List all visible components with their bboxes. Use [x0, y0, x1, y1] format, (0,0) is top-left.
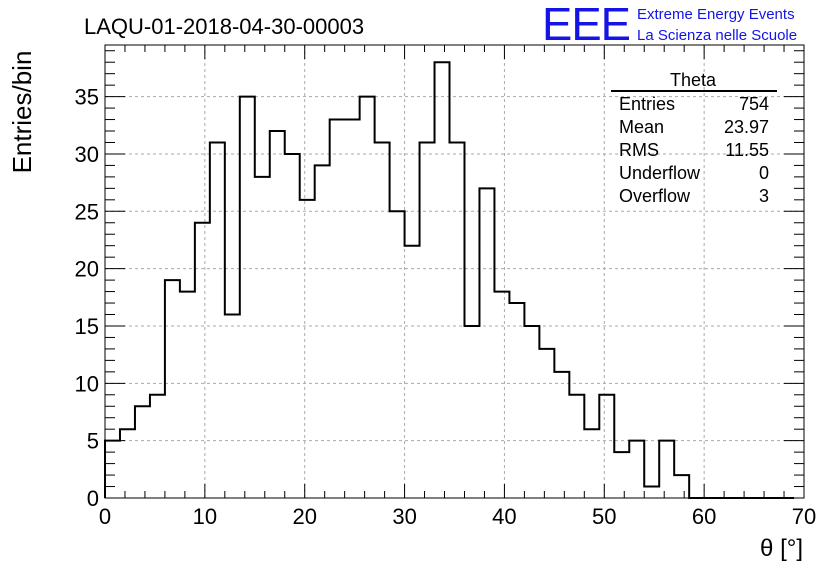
- x-axis-label: θ [°]: [760, 535, 803, 562]
- x-tick-label: 0: [99, 504, 111, 529]
- histogram-bin: [210, 142, 225, 498]
- histogram-bin: [330, 120, 345, 498]
- x-tick-label: 50: [592, 504, 616, 529]
- y-tick-label: 5: [87, 429, 99, 454]
- histogram-bin: [599, 395, 614, 498]
- plot-frame: [104, 44, 805, 499]
- histogram-bin: [150, 395, 165, 498]
- histogram-bin: [405, 246, 420, 498]
- histogram-bars: [105, 62, 689, 498]
- y-tick-label: 20: [75, 257, 99, 282]
- histogram-bin: [524, 326, 539, 498]
- histogram-bin: [584, 429, 599, 498]
- stats-label-overflow: Overflow: [619, 186, 691, 206]
- stats-label-rms: RMS: [619, 140, 659, 160]
- histogram-bin: [270, 131, 285, 498]
- histogram-bin: [554, 372, 569, 498]
- histogram-bin: [105, 441, 120, 498]
- x-tick-label: 40: [492, 504, 516, 529]
- y-tick-label: 0: [87, 486, 99, 511]
- histogram-bin: [420, 142, 435, 498]
- histogram-outline: [104, 61, 795, 499]
- histogram-bin: [659, 441, 674, 498]
- histogram-bin: [120, 429, 135, 498]
- histogram-bin: [360, 97, 375, 498]
- histogram-bin: [569, 395, 584, 498]
- stats-value-mean: 23.97: [724, 117, 769, 137]
- stats-value-overflow: 3: [759, 186, 769, 206]
- histogram-bin: [435, 62, 450, 498]
- histogram-bin: [375, 142, 390, 498]
- stats-label-underflow: Underflow: [619, 163, 701, 183]
- histogram-bin: [135, 406, 150, 498]
- x-tick-label: 70: [792, 504, 816, 529]
- y-tick-label: 25: [75, 199, 99, 224]
- histogram-bin: [674, 475, 689, 498]
- x-tick-label: 30: [392, 504, 416, 529]
- stats-value-underflow: 0: [759, 163, 769, 183]
- stats-title: Theta: [670, 70, 717, 90]
- logo-line-1: Extreme Energy Events: [637, 6, 795, 23]
- x-tick-label: 20: [292, 504, 316, 529]
- histogram-bin: [494, 292, 509, 498]
- histogram-bin: [390, 211, 405, 498]
- histogram-bin: [180, 292, 195, 498]
- histogram-bin: [629, 441, 644, 498]
- histogram-bin: [255, 177, 270, 498]
- x-tick-label: 10: [193, 504, 217, 529]
- histogram-bin: [450, 142, 465, 498]
- histogram-bin: [539, 349, 554, 498]
- y-axis-label: Entries/bin: [7, 51, 37, 174]
- histogram-bin: [614, 452, 629, 498]
- stats-value-rms: 11.55: [725, 140, 769, 160]
- histogram-bin: [464, 326, 479, 498]
- y-tick-label: 35: [75, 85, 99, 110]
- histogram-bin: [195, 223, 210, 498]
- histogram-bin: [165, 280, 180, 498]
- x-tick-label: 60: [692, 504, 716, 529]
- run-title: LAQU-01-2018-04-30-00003: [84, 14, 364, 39]
- histogram-bin: [225, 315, 240, 498]
- histogram-bin: [479, 188, 494, 498]
- histogram-bin: [345, 120, 360, 498]
- histogram-bin: [644, 487, 659, 498]
- stats-value-entries: 754: [739, 94, 769, 114]
- histogram-bin: [315, 165, 330, 498]
- stats-box: Theta Entries 754 Mean 23.97 RMS 11.55 U…: [611, 70, 777, 206]
- histogram-bin: [240, 97, 255, 498]
- y-tick-label: 15: [75, 314, 99, 339]
- histogram-bin: [300, 200, 315, 498]
- y-tick-label: 10: [75, 371, 99, 396]
- grid-lines: [105, 45, 804, 498]
- y-tick-label: 30: [75, 142, 99, 167]
- logo-line-2: La Scienza nelle Scuole: [637, 27, 797, 44]
- stats-label-mean: Mean: [619, 117, 664, 137]
- axis-ticks: [104, 45, 805, 499]
- stats-label-entries: Entries: [619, 94, 675, 114]
- eee-logo: EEE: [542, 0, 630, 50]
- histogram-bin: [509, 303, 524, 498]
